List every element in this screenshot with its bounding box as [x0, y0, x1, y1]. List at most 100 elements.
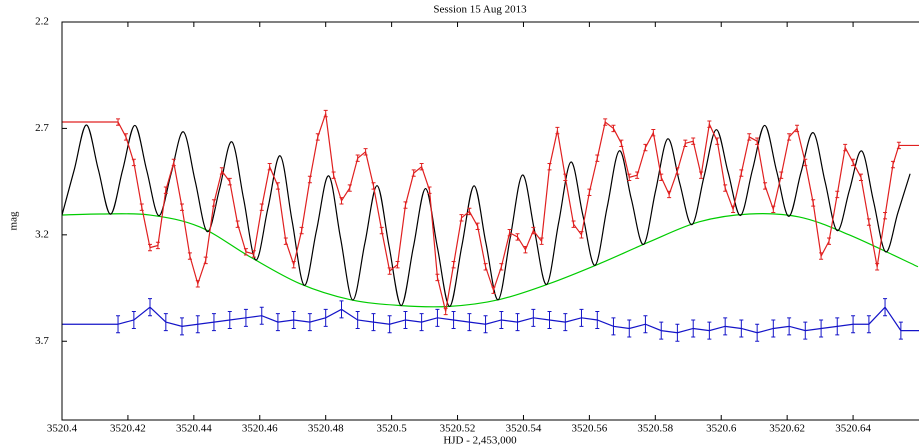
error-bar — [866, 218, 871, 226]
error-bar — [243, 308, 248, 327]
x-axis-title: HJD - 2,453,000 — [443, 435, 517, 447]
error-bar — [235, 220, 240, 228]
error-bar — [275, 313, 280, 332]
error-bar — [267, 163, 272, 171]
error-bar — [675, 323, 680, 342]
error-bar — [699, 171, 704, 179]
error-bar — [691, 137, 696, 145]
error-bar — [858, 173, 863, 182]
error-bar — [323, 109, 328, 118]
error-bar — [723, 317, 728, 336]
x-tick-label: 3520.44 — [176, 423, 212, 435]
error-bar — [747, 133, 752, 141]
axes-frame — [61, 21, 919, 421]
error-bar — [627, 319, 632, 338]
y-tick-label: 2.2 — [35, 16, 49, 28]
y-tick-label: 3.7 — [35, 335, 49, 347]
error-bar — [675, 167, 680, 175]
error-bar — [547, 310, 552, 329]
error-bar — [195, 280, 200, 288]
error-bar — [347, 184, 352, 192]
x-tick-label: 3520.64 — [835, 423, 871, 435]
error-bar — [843, 143, 848, 152]
error-bar — [539, 237, 544, 245]
error-bar — [851, 158, 856, 167]
error-bar — [595, 310, 600, 329]
error-bar — [387, 315, 392, 334]
error-bar — [451, 260, 456, 269]
error-bar — [875, 263, 880, 271]
error-bar — [890, 160, 895, 169]
error-bar — [116, 315, 121, 334]
error-bar — [483, 263, 488, 271]
error-bar — [227, 310, 232, 329]
error-bar — [355, 154, 360, 162]
error-bar — [835, 317, 840, 336]
error-bar — [715, 137, 720, 145]
y-tick-label: 3.2 — [35, 228, 49, 240]
error-bar — [148, 243, 153, 252]
error-bar — [148, 298, 153, 317]
error-bar — [707, 120, 712, 128]
error-bar — [603, 118, 608, 126]
error-bar — [635, 171, 640, 179]
error-bar — [896, 141, 901, 150]
error-bar — [116, 118, 121, 126]
error-bar — [243, 248, 248, 256]
error-bar — [819, 252, 824, 260]
error-bar — [531, 226, 536, 235]
error-bar — [898, 321, 903, 340]
error-bar — [451, 310, 456, 329]
error-bar — [219, 167, 224, 175]
error-bar — [483, 315, 488, 334]
error-bar — [883, 298, 888, 317]
error-bar — [827, 237, 832, 245]
error-bar — [619, 139, 624, 148]
series-line — [117, 306, 902, 334]
error-bar — [779, 171, 784, 179]
error-bar — [371, 182, 376, 190]
error-bar — [131, 158, 136, 167]
x-tick-label: 3520.42 — [110, 423, 146, 435]
error-bar — [651, 128, 656, 137]
error-bar — [187, 252, 192, 260]
error-bar — [163, 313, 168, 332]
error-bar — [611, 124, 616, 133]
error-bar — [435, 273, 440, 282]
error-bar — [331, 171, 336, 179]
error-bar — [803, 321, 808, 340]
error-bar — [787, 133, 792, 141]
chart-title: Session 15 Aug 2013 — [433, 4, 527, 16]
error-bar — [739, 319, 744, 338]
error-bar — [283, 237, 288, 245]
error-bar — [491, 286, 496, 294]
series-line — [62, 213, 919, 308]
error-bar — [579, 308, 584, 327]
error-bar — [563, 313, 568, 332]
error-bar — [803, 158, 808, 167]
error-bar — [723, 184, 728, 192]
error-bar — [611, 317, 616, 336]
error-bar — [883, 211, 888, 220]
error-bar — [523, 246, 528, 254]
x-tick-label: 3520.6 — [706, 423, 737, 435]
error-bar — [555, 126, 560, 135]
error-bar — [307, 313, 312, 332]
error-bar — [291, 310, 296, 329]
error-bar — [227, 177, 232, 186]
error-bar — [379, 226, 384, 235]
error-bar — [443, 307, 448, 316]
error-bar — [499, 263, 504, 271]
error-bar — [259, 203, 264, 211]
error-bar — [515, 313, 520, 332]
error-bar — [819, 319, 824, 338]
error-bar — [755, 137, 760, 145]
error-bar — [475, 222, 480, 231]
error-bar — [211, 199, 216, 207]
error-bar — [403, 310, 408, 329]
error-bar — [171, 158, 176, 167]
error-bar — [755, 323, 760, 342]
series-line — [62, 124, 911, 307]
